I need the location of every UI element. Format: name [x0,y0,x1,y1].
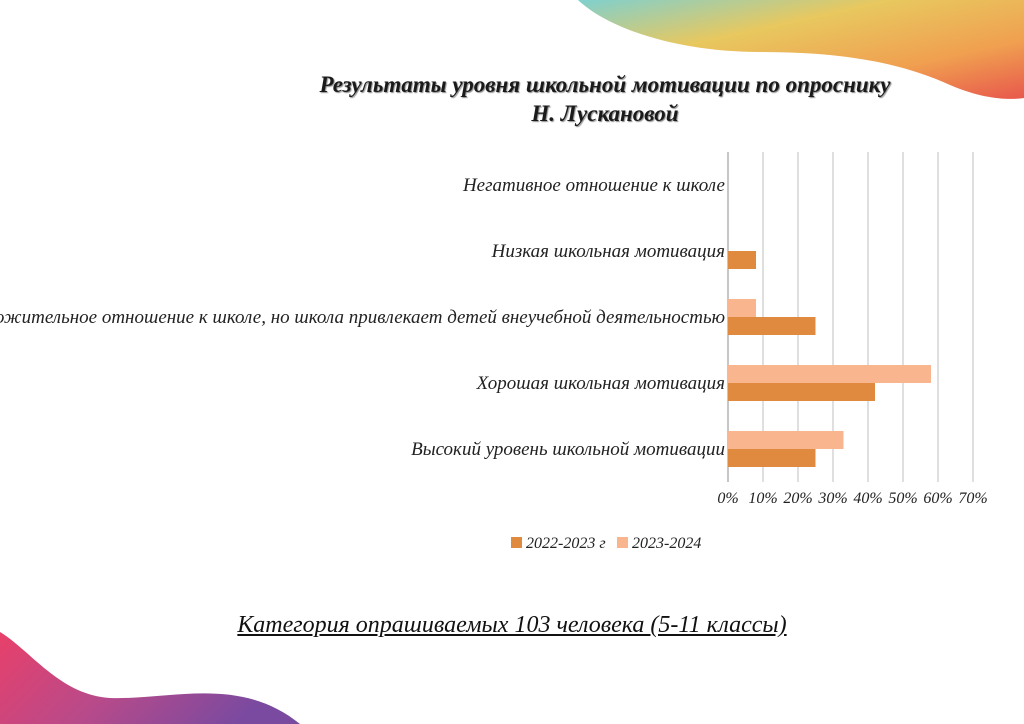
bar-2022-2023 [728,317,816,335]
bar-2023-2024 [728,365,931,383]
x-tick-label: 30% [817,490,847,507]
category-label: Положительное отношение к школе, но школ… [0,307,725,328]
x-tick-label: 20% [783,490,812,507]
x-tick-label: 10% [748,490,777,507]
x-tick-label: 0% [717,490,738,507]
bar-2022-2023 [728,383,875,401]
bar-chart: 0% 10% 20% 30% 40% 50% 60% 70% Негативное отноше… [0,152,988,552]
legend-swatch [511,537,522,548]
chart-title-line-2: Н. Лускановой [531,101,679,126]
bar-2022-2023 [728,251,756,269]
chart-title: Результаты уровня школьной мотивации по … [300,70,910,128]
bar-2022-2023 [728,449,816,467]
x-tick-label: 50% [888,490,917,507]
legend-label: 2022-2023 г [526,535,606,552]
x-tick-label: 60% [923,490,952,507]
category-label: Низкая школьная мотивация [491,241,725,262]
category-label: Негативное отношение к школе [462,175,725,196]
legend-label: 2023-2024 [632,535,701,552]
bar-2023-2024 [728,299,756,317]
decor-wave-bottom-left [0,632,300,724]
x-tick-label: 70% [958,490,987,507]
decor-wave-top-right [578,0,1024,99]
chart-title-line-1: Результаты уровня школьной мотивации по … [319,72,891,97]
category-label: Хорошая школьная мотивация [476,373,725,394]
x-tick-label: 40% [853,490,882,507]
category-label: Высокий уровень школьной мотивации [411,439,725,460]
bar-2023-2024 [728,431,844,449]
legend-swatch [617,537,628,548]
respondents-caption: Категория опрашиваемых 103 человека (5-1… [237,612,787,638]
